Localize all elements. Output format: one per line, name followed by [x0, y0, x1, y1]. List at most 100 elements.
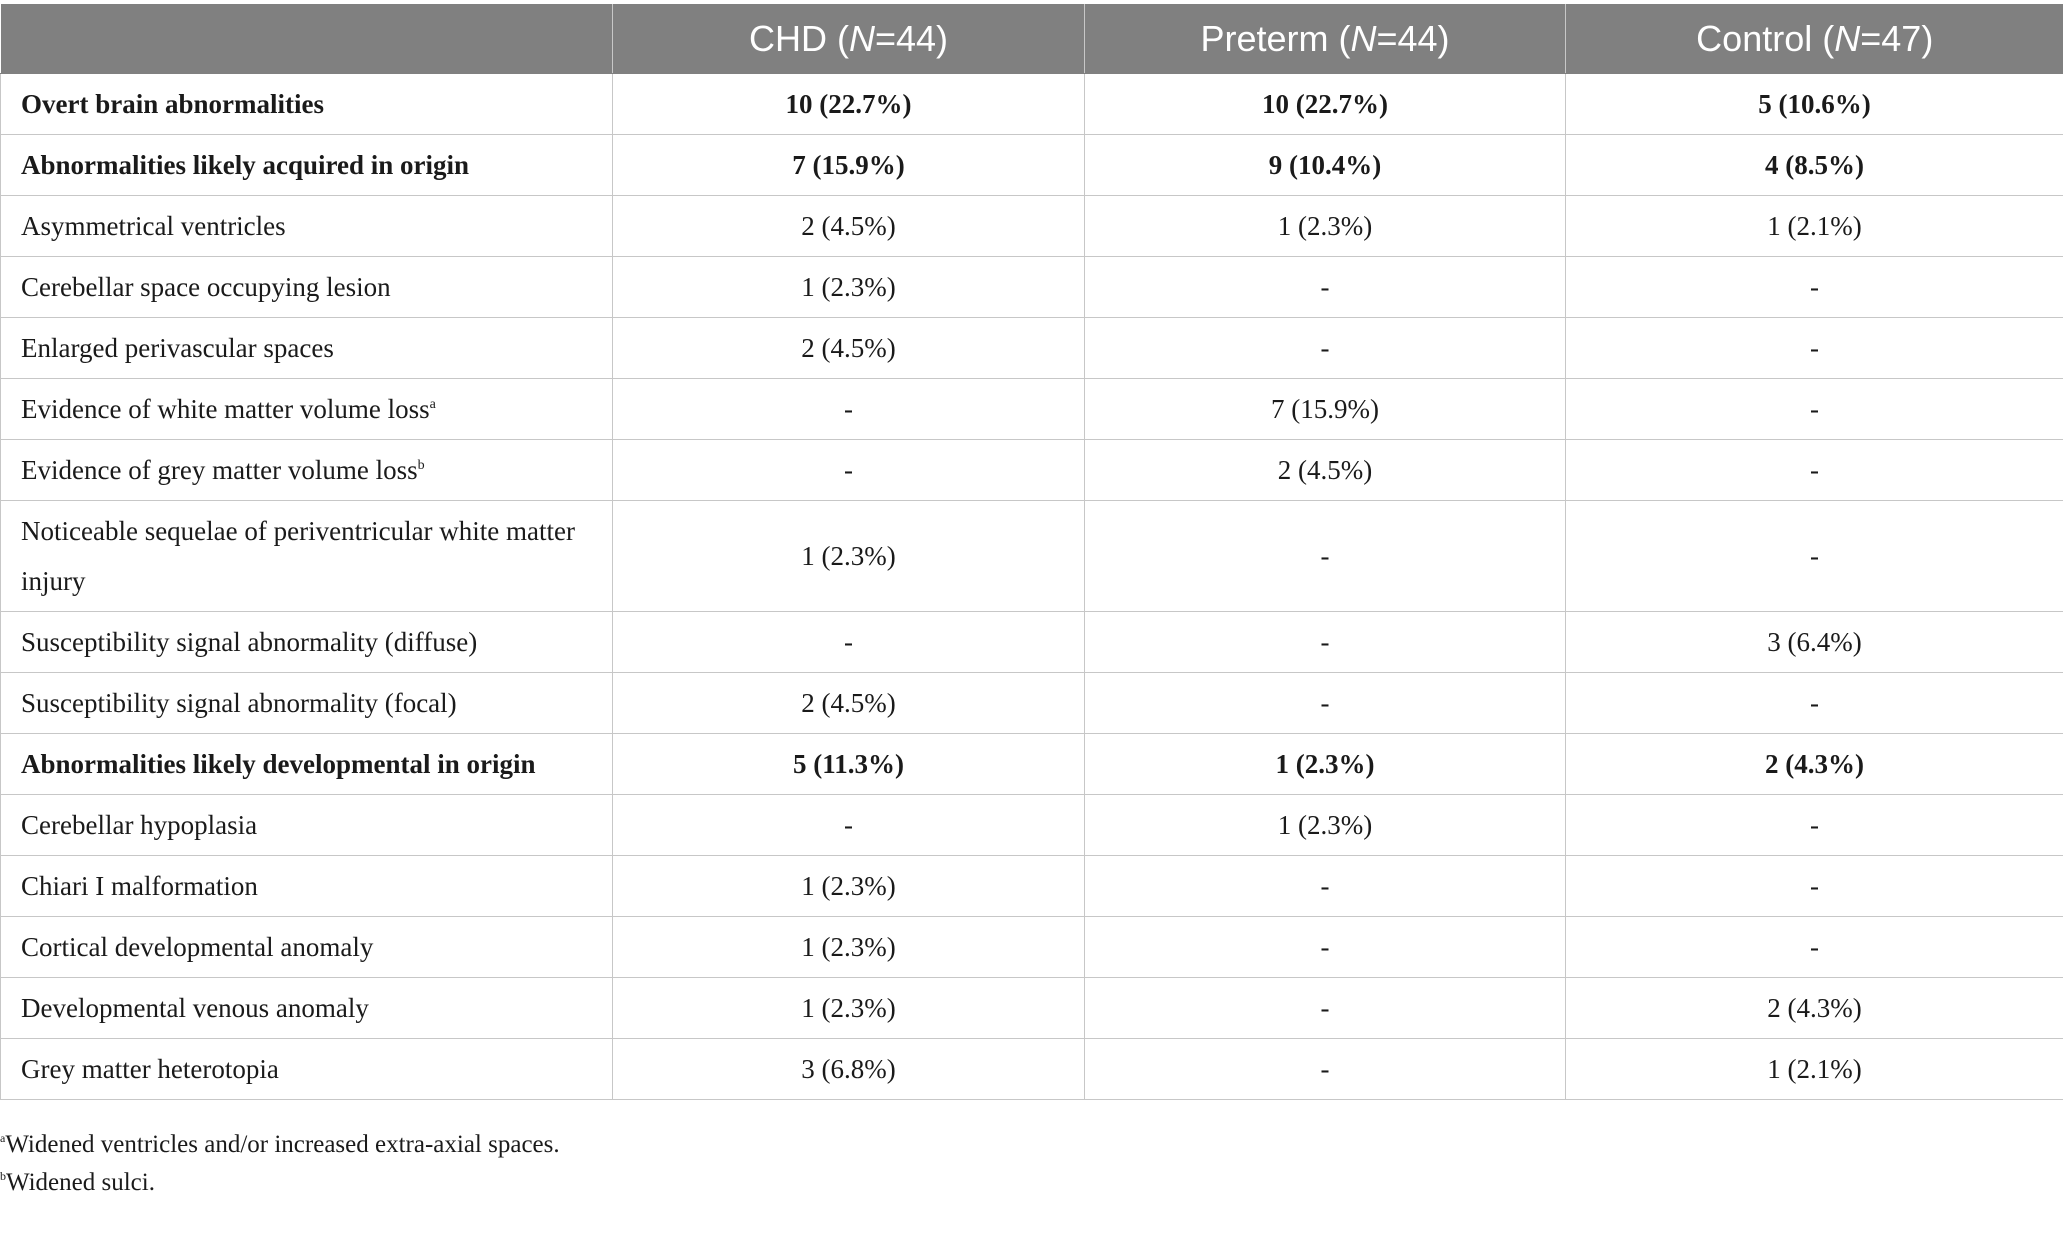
row-label-cell: Susceptibility signal abnormality (focal…: [0, 672, 613, 734]
table-row: Susceptibility signal abnormality (diffu…: [0, 611, 2063, 673]
cell-chd: -: [612, 611, 1085, 673]
row-label-cell: Noticeable sequelae of periventricular w…: [0, 500, 613, 612]
table-row: Asymmetrical ventricles 2 (4.5%) 1 (2.3%) 1…: [0, 195, 2063, 257]
row-label-cell: Cortical developmental anomaly: [0, 916, 613, 978]
cell-control: -: [1565, 794, 2063, 856]
row-label-cell: Chiari I malformation: [0, 855, 613, 917]
row-label: Enlarged perivascular spaces: [21, 333, 334, 363]
cell-chd: -: [612, 378, 1085, 440]
cell-control: -: [1565, 317, 2063, 379]
cell-preterm: 1 (2.3%): [1084, 794, 1566, 856]
cell-preterm: 1 (2.3%): [1084, 733, 1566, 795]
header-group: Preterm: [1200, 17, 1329, 59]
table-wrapper: CHD (N=44) Preterm (N=44) Control (N=47)…: [0, 4, 2063, 1100]
row-label: Cortical developmental anomaly: [21, 932, 374, 962]
cell-chd: 2 (4.5%): [612, 317, 1085, 379]
row-label-cell: Cerebellar hypoplasia: [0, 794, 613, 856]
table-row: Enlarged perivascular spaces 2 (4.5%) - -: [0, 317, 2063, 379]
cell-preterm: 2 (4.5%): [1084, 439, 1566, 501]
header-group: Control: [1696, 17, 1813, 59]
footnote-ref: b: [417, 458, 425, 473]
header-cell-label: [0, 4, 613, 74]
header-group: CHD: [748, 17, 827, 59]
header-n: N: [848, 17, 875, 59]
row-label: Grey matter heterotopia: [21, 1054, 279, 1084]
row-label-cell: Cerebellar space occupying lesion: [0, 256, 613, 318]
cell-control: -: [1565, 378, 2063, 440]
cell-control: -: [1565, 500, 2063, 612]
row-label: Developmental venous anomaly: [21, 993, 369, 1023]
cell-preterm: -: [1084, 855, 1566, 917]
cell-preterm: -: [1084, 256, 1566, 318]
cell-chd: -: [612, 439, 1085, 501]
cell-chd: 7 (15.9%): [612, 134, 1085, 196]
row-label-cell: Overt brain abnormalities: [0, 73, 613, 135]
row-label: Noticeable sequelae of periventricular w…: [21, 516, 575, 596]
table-row: Abnormalities likely acquired in origin 7…: [0, 134, 2063, 196]
cell-control: 3 (6.4%): [1565, 611, 2063, 673]
cell-preterm: 7 (15.9%): [1084, 378, 1566, 440]
cell-control: 2 (4.3%): [1565, 977, 2063, 1039]
cell-preterm: -: [1084, 500, 1566, 612]
footnote-ref: a: [429, 397, 436, 412]
header-count: =44: [874, 17, 937, 59]
row-label: Susceptibility signal abnormality (focal…: [21, 688, 457, 718]
cell-chd: -: [612, 794, 1085, 856]
table-row: Evidence of white matter volume lossa -7 …: [0, 378, 2063, 440]
cell-control: 1 (2.1%): [1565, 195, 2063, 257]
header-count: =47: [1860, 17, 1922, 59]
table-row: Cerebellar hypoplasia -1 (2.3%) -: [0, 794, 2063, 856]
table-row: Chiari I malformation 1 (2.3%) - -: [0, 855, 2063, 917]
footnote: aWidened ventricles and/or increased ext…: [0, 1126, 560, 1164]
row-label-cell: Developmental venous anomaly: [0, 977, 613, 1039]
table-row: Developmental venous anomaly 1 (2.3%) -2 (…: [0, 977, 2063, 1039]
cell-preterm: -: [1084, 317, 1566, 379]
table-header: CHD (N=44) Preterm (N=44) Control (N=47): [0, 4, 2063, 74]
row-label: Chiari I malformation: [21, 871, 258, 901]
cell-control: 5 (10.6%): [1565, 73, 2063, 135]
cell-chd: 3 (6.8%): [612, 1038, 1085, 1100]
cell-control: 1 (2.1%): [1565, 1038, 2063, 1100]
header-n: N: [1350, 17, 1377, 59]
cell-preterm: -: [1084, 1038, 1566, 1100]
row-label: Evidence of grey matter volume loss: [21, 455, 418, 485]
cell-control: -: [1565, 672, 2063, 734]
cell-control: 4 (8.5%): [1565, 134, 2063, 196]
table-row: Abnormalities likely developmental in or…: [0, 733, 2063, 795]
row-label: Evidence of white matter volume loss: [21, 394, 430, 424]
cell-preterm: -: [1084, 611, 1566, 673]
row-label-cell: Abnormalities likely developmental in or…: [0, 733, 613, 795]
row-label-cell: Enlarged perivascular spaces: [0, 317, 613, 379]
row-label: Cerebellar hypoplasia: [21, 810, 258, 840]
cell-preterm: -: [1084, 977, 1566, 1039]
row-label-cell: Evidence of white matter volume lossa: [0, 378, 613, 440]
row-label: Cerebellar space occupying lesion: [21, 272, 391, 302]
row-label: Abnormalities likely developmental in or…: [21, 749, 536, 779]
row-label: Asymmetrical ventricles: [21, 211, 286, 241]
header-n: N: [1834, 17, 1861, 59]
cell-chd: 1 (2.3%): [612, 977, 1085, 1039]
row-label-cell: Asymmetrical ventricles: [0, 195, 613, 257]
cell-chd: 1 (2.3%): [612, 855, 1085, 917]
header-cell-chd: CHD (N=44): [612, 4, 1085, 74]
footnote-text: Widened sulci.: [6, 1169, 155, 1196]
footnote-mark: a: [0, 1131, 6, 1145]
row-label-cell: Grey matter heterotopia: [0, 1038, 613, 1100]
row-label: Abnormalities likely acquired in origin: [21, 150, 470, 180]
table-row: Cerebellar space occupying lesion 1 (2.3%…: [0, 256, 2063, 318]
cell-control: 2 (4.3%): [1565, 733, 2063, 795]
cell-preterm: -: [1084, 916, 1566, 978]
row-label-cell: Susceptibility signal abnormality (diffu…: [0, 611, 613, 673]
cell-control: -: [1565, 439, 2063, 501]
cell-chd: 10 (22.7%): [612, 73, 1085, 135]
cell-chd: 1 (2.3%): [612, 916, 1085, 978]
table-row: Overt brain abnormalities 10 (22.7%) 10 (2…: [0, 73, 2063, 135]
cell-chd: 2 (4.5%): [612, 672, 1085, 734]
header-count: =44: [1376, 17, 1438, 59]
table-row: Noticeable sequelae of periventricular w…: [0, 500, 2063, 612]
table-row: Grey matter heterotopia 3 (6.8%) -1 (2.1%): [0, 1038, 2063, 1100]
cell-preterm: 1 (2.3%): [1084, 195, 1566, 257]
header-row: CHD (N=44) Preterm (N=44) Control (N=47): [0, 4, 2063, 74]
footnote: bWidened sulci.: [0, 1164, 560, 1202]
cell-preterm: 9 (10.4%): [1084, 134, 1566, 196]
